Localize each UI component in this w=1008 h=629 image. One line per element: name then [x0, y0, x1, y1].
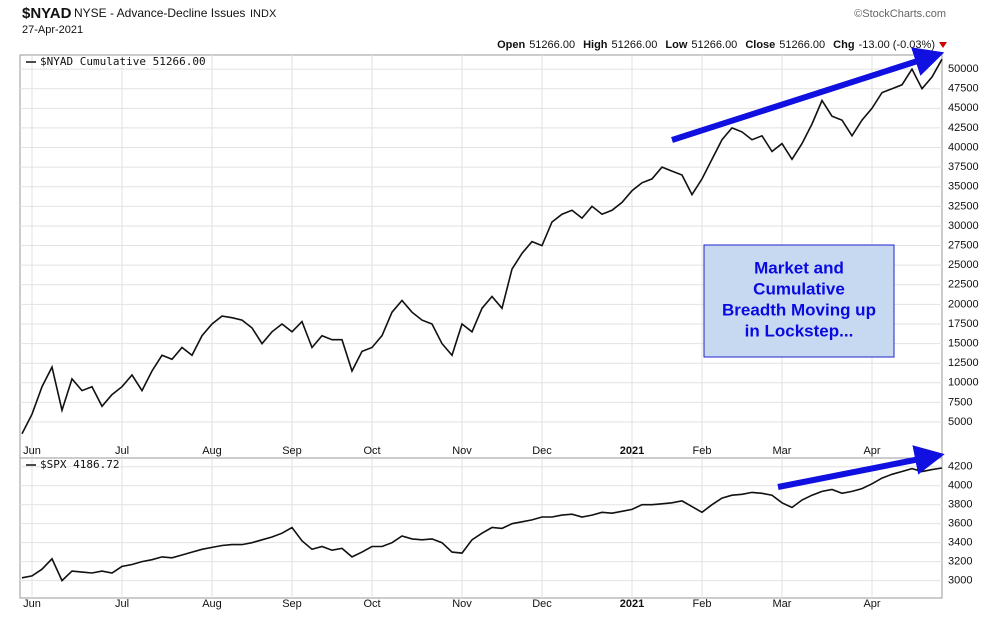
x-tick-label: Oct [363, 445, 380, 457]
y-tick-label: 45000 [948, 102, 979, 114]
x-tick-label: Apr [863, 445, 880, 457]
panel [19, 457, 943, 599]
x-tick-label: Jun [23, 598, 41, 610]
quote-value: 51266.00 [779, 39, 825, 51]
x-tick-label: Sep [282, 598, 302, 610]
y-tick-label: 3600 [948, 518, 972, 530]
quote-label: Low [665, 39, 687, 51]
x-tick-label: Jun [23, 445, 41, 457]
y-tick-label: 40000 [948, 141, 979, 153]
y-tick-label: 22500 [948, 279, 979, 291]
x-tick-label: Mar [773, 598, 792, 610]
down-arrow [939, 42, 947, 48]
y-tick-label: 15000 [948, 337, 979, 349]
y-tick-label: 37500 [948, 161, 979, 173]
x-tick-label: Nov [452, 445, 472, 457]
x-tick-label: Feb [693, 598, 712, 610]
y-tick-label: 32500 [948, 200, 979, 212]
y-tick-label: 3000 [948, 575, 972, 587]
x-tick-label: Aug [202, 445, 222, 457]
y-tick-label: 47500 [948, 83, 979, 95]
y-tick-label: 35000 [948, 181, 979, 193]
y-tick-label: 7500 [948, 396, 972, 408]
x-tick-label: Jul [115, 598, 129, 610]
symbol: $NYAD [22, 5, 72, 22]
y-tick-label: 50000 [948, 63, 979, 75]
x-tick-label: Mar [773, 445, 792, 457]
exchange: INDX [250, 8, 277, 20]
x-tick-label: Nov [452, 598, 472, 610]
legend-label: $NYAD Cumulative 51266.00 [40, 55, 206, 68]
quote-label: Chg [833, 39, 854, 51]
x-tick-label: 2021 [620, 445, 644, 457]
quote-value: -13.00 (-0.03%) [859, 39, 935, 51]
quote-label: Close [745, 39, 775, 51]
date: 27-Apr-2021 [22, 24, 83, 36]
x-tick-label: Oct [363, 598, 380, 610]
quote-label: High [583, 39, 608, 51]
x-tick-label: Aug [202, 598, 222, 610]
y-tick-label: 3200 [948, 556, 972, 568]
annotation-box [703, 244, 895, 358]
x-tick-label: Jul [115, 445, 129, 457]
quote-value: 51266.00 [691, 39, 737, 51]
x-tick-label: Dec [532, 598, 552, 610]
line [21, 58, 943, 435]
y-tick-label: 5000 [948, 416, 972, 428]
x-tick-label: Apr [863, 598, 880, 610]
y-tick-label: 27500 [948, 239, 979, 251]
x-tick-label: 2021 [620, 598, 644, 610]
legend-label: $SPX 4186.72 [40, 458, 119, 471]
y-tick-label: 25000 [948, 259, 979, 271]
line [21, 467, 943, 582]
x-tick-label: Dec [532, 445, 552, 457]
y-tick-label: 10000 [948, 377, 979, 389]
y-tick-label: 42500 [948, 122, 979, 134]
quote: -13.00 (-0.03%) Chg 51266.00 Close 51266.00 L… [497, 39, 935, 51]
quote-label: Open [497, 39, 525, 51]
description: NYSE - Advance-Decline Issues [74, 6, 245, 20]
x-tick-label: Sep [282, 445, 302, 457]
y-tick-label: 3800 [948, 499, 972, 511]
quote-value: 51266.00 [612, 39, 658, 51]
y-tick-label: 4200 [948, 461, 972, 473]
arrow [671, 47, 945, 143]
y-tick-label: 4000 [948, 480, 972, 492]
y-tick-label: 17500 [948, 318, 979, 330]
y-tick-label: 20000 [948, 298, 979, 310]
annotation: Market and Cumulative Breadth Moving up in … [722, 259, 876, 341]
y-tick-label: 30000 [948, 220, 979, 232]
y-tick-label: 3400 [948, 537, 972, 549]
x-tick-label: Feb [693, 445, 712, 457]
arrow [777, 445, 945, 490]
y-tick-label: 12500 [948, 357, 979, 369]
quote-value: 51266.00 [529, 39, 575, 51]
source: ©StockCharts.com [854, 8, 946, 20]
